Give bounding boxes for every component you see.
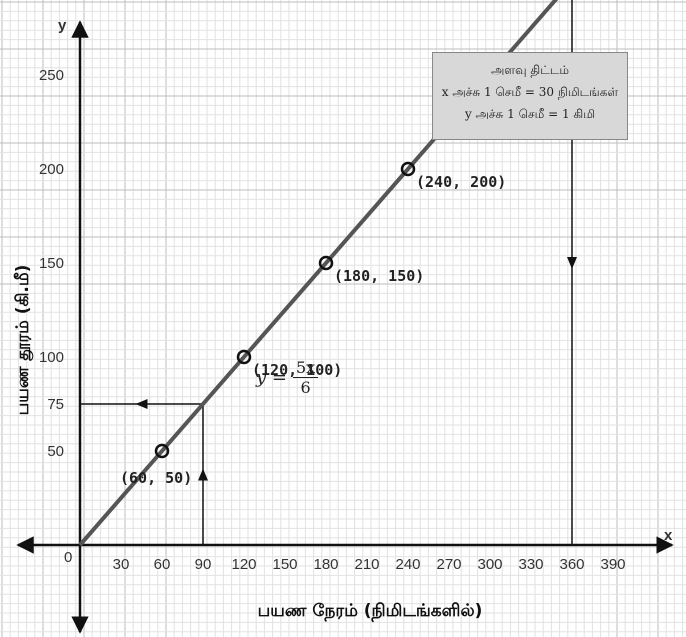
line-equation: y = 5x 6 (256, 358, 319, 397)
y-tick-label: 100 (39, 349, 64, 366)
x-tick-label: 270 (436, 556, 461, 573)
series-line (78, 0, 559, 547)
data-point (236, 349, 252, 365)
equation-lhs: y = (256, 367, 287, 388)
x-tick-label: 330 (518, 556, 543, 573)
axes (16, 20, 674, 634)
origin-label: 0 (64, 549, 72, 566)
x-tick-label: 60 (154, 556, 171, 573)
series (78, 0, 559, 547)
data-point (400, 161, 416, 177)
x-tick-label: 360 (559, 556, 584, 573)
y-tick-label: 50 (47, 443, 64, 460)
point-label: (60, 50) (120, 469, 192, 487)
guide-arrow (567, 257, 577, 269)
point-label: (180, 150) (334, 267, 424, 285)
tick-labels: 30 60 90 120 150 180 210 240 270 300 330 360 3905075… (39, 67, 626, 573)
guide-arrow (135, 399, 148, 409)
equation-numerator: 5x (292, 358, 319, 378)
data-point (318, 255, 334, 271)
equation-fraction: 5x 6 (292, 358, 319, 397)
x-axis-name: x (664, 527, 673, 544)
x-tick-label: 300 (477, 556, 502, 573)
scale-legend: அளவு திட்டம் x அச்சு 1 செமீ = 30 நிமிடங்… (432, 52, 628, 140)
legend-x-scale: x அச்சு 1 செமீ = 30 நிமிடங்கள் (441, 85, 619, 99)
x-tick-label: 390 (600, 556, 625, 573)
x-axis-title: பயண நேரம் (நிமிடங்களில்) (258, 601, 483, 623)
data-points: (60, 50) (120, 100) (180, 150) (240, 200) (120, 161, 506, 487)
y-axis-name: y (58, 17, 67, 34)
x-tick-label: 210 (354, 556, 379, 573)
y-tick-label: 250 (39, 67, 64, 84)
x-tick-label: 180 (313, 556, 338, 573)
x-tick-label: 90 (195, 556, 212, 573)
guide-arrow (198, 468, 208, 481)
point-label: (240, 200) (416, 173, 506, 191)
point-label: (120, 100) (252, 361, 342, 379)
x-tick-label: 120 (231, 556, 256, 573)
equation-denominator: 6 (300, 378, 311, 397)
x-tick-label: 150 (272, 556, 297, 573)
y-tick-label: 200 (39, 161, 64, 178)
legend-y-scale: y அச்சு 1 செமீ = 1 கிமி (464, 107, 596, 121)
y-axis-title: பயண தூரம் (கி.மீ) (13, 265, 33, 416)
data-point (154, 443, 170, 459)
x-tick-label: 240 (395, 556, 420, 573)
legend-title: அளவு திட்டம் (490, 63, 570, 77)
x-tick-label: 30 (113, 556, 130, 573)
y-tick-label: 150 (39, 255, 64, 272)
y-tick-label: 75 (47, 396, 64, 413)
